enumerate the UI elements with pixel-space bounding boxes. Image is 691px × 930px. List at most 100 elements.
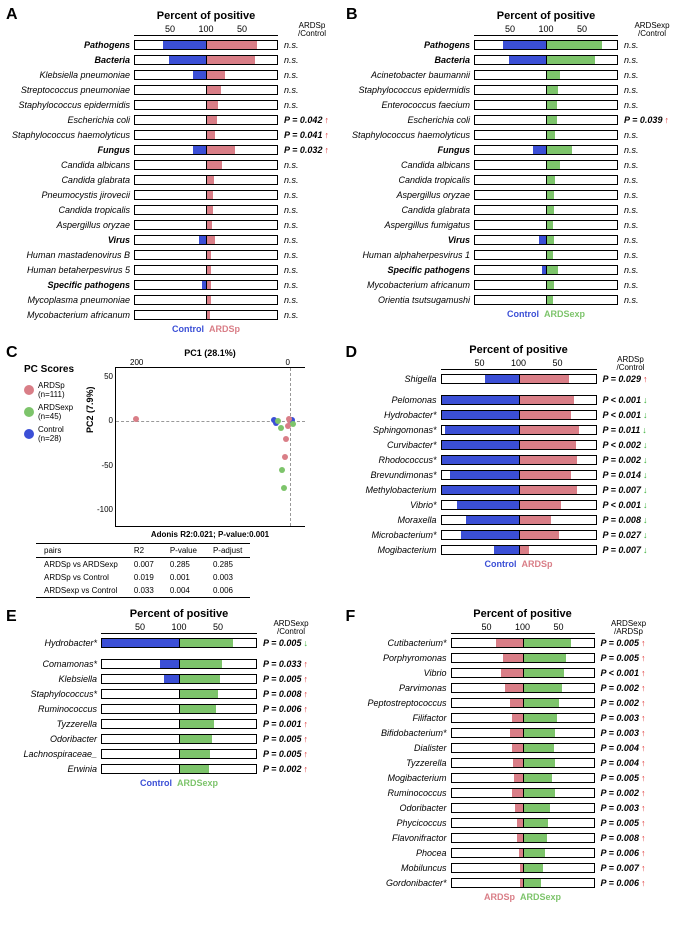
row-label: Staphylococcus haemolyticus xyxy=(346,130,474,140)
bar-row: Brevundimonas*P = 0.014↓ xyxy=(346,468,686,482)
row-label: Mycobacterium africanum xyxy=(6,310,134,320)
row-label: Shigella xyxy=(346,374,441,384)
pc-legend-item: ARDSp(n=111) xyxy=(24,381,89,399)
arrow-up-icon: ↑ xyxy=(303,749,308,759)
bar-row: MogibacteriumP = 0.007↓ xyxy=(346,543,686,557)
bar-row: Rhodococcus*P = 0.002↓ xyxy=(346,453,686,467)
bar-row: Specific pathogensn.s. xyxy=(346,263,686,277)
left-bar xyxy=(503,654,523,662)
row-label: Fungus xyxy=(346,145,474,155)
row-label: Virus xyxy=(346,235,474,245)
panel-label-f: F xyxy=(346,608,356,626)
p-value: n.s. xyxy=(278,280,346,290)
bar-row: Candida albicansn.s. xyxy=(6,158,346,172)
p-value: P = 0.005↑ xyxy=(257,674,325,684)
bar-row: Pathogensn.s. xyxy=(6,38,346,52)
row-label: Pathogens xyxy=(346,40,474,50)
right-bar xyxy=(547,101,557,109)
arrow-up-icon: ↑ xyxy=(641,803,646,813)
bar-row: PorphyromonasP = 0.005↑ xyxy=(346,651,686,665)
left-bar xyxy=(163,41,206,49)
row-label: Phycicoccus xyxy=(346,818,451,828)
bar-row: Human betaherpesvirus 5n.s. xyxy=(6,263,346,277)
right-bar xyxy=(547,221,553,229)
axis-title: Percent of positive xyxy=(134,10,278,22)
p-value: P = 0.004↑ xyxy=(595,743,663,753)
arrow-up-icon: ↑ xyxy=(664,115,669,125)
arrow-up-icon: ↑ xyxy=(303,704,308,714)
p-value: P = 0.005↑ xyxy=(257,749,325,759)
row-label: Odoribacter xyxy=(6,734,101,744)
right-bar xyxy=(207,191,213,199)
p-value: P = 0.005↑ xyxy=(595,818,663,828)
arrow-up-icon: ↑ xyxy=(303,689,308,699)
panel-legend: ARDSp ARDSexp xyxy=(451,892,595,902)
row-label: Pelomonas xyxy=(346,395,441,405)
row-label: Parvimonas xyxy=(346,683,451,693)
row-label: Aspergillus oryzae xyxy=(346,190,474,200)
bar-row: Staphylococcus haemolyticusn.s. xyxy=(346,128,686,142)
row-label: Vibrio xyxy=(346,668,451,678)
row-label: Pathogens xyxy=(6,40,134,50)
panel-d: DPercent of positive5010050ARDSp/Control… xyxy=(346,344,686,598)
row-label: Enterococcus faecium xyxy=(346,100,474,110)
p-value: P = 0.008↑ xyxy=(257,689,325,699)
row-label: Mobiluncus xyxy=(346,863,451,873)
left-bar xyxy=(169,56,206,64)
right-bar xyxy=(207,116,217,124)
row-label: Tyzzerella xyxy=(6,719,101,729)
axis-ticks: 5010050 xyxy=(441,358,597,370)
bar-row: FungusP = 0.032↑ xyxy=(6,143,346,157)
row-label: Acinetobacter baumannii xyxy=(346,70,474,80)
bar-row: Acinetobacter baumanniin.s. xyxy=(346,68,686,82)
bar-row: DialisterP = 0.004↑ xyxy=(346,741,686,755)
row-label: Mogibacterium xyxy=(346,545,441,555)
scatter-point xyxy=(279,467,285,473)
table-cell: 0.004 xyxy=(162,584,205,598)
bar-row: Candida tropicalisn.s. xyxy=(346,173,686,187)
row-label: Human alphaherpesvirus 1 xyxy=(346,250,474,260)
axis-ticks: 5010050 xyxy=(134,24,278,36)
row-label: Hydrobacter* xyxy=(346,410,441,420)
bar-row: Escherichia coliP = 0.039↑ xyxy=(346,113,686,127)
panel-b: BPercent of positive5010050ARDSexp/Contr… xyxy=(346,6,686,334)
bar-row: RuminococcusP = 0.006↑ xyxy=(6,702,346,716)
right-bar xyxy=(520,441,576,449)
row-label: Candida tropicalis xyxy=(346,175,474,185)
bar-row: Staphylococcus epidermidisn.s. xyxy=(346,83,686,97)
arrow-up-icon: ↑ xyxy=(303,674,308,684)
bar-row: Aspergillus oryzaen.s. xyxy=(6,218,346,232)
right-bar xyxy=(547,71,560,79)
p-value: P < 0.001↑ xyxy=(595,668,663,678)
row-label: Human mastadenovirus B xyxy=(6,250,134,260)
right-bar xyxy=(207,101,218,109)
row-label: Orientia tsutsugamushi xyxy=(346,295,474,305)
bar-row: Specific pathogensn.s. xyxy=(6,278,346,292)
right-bar xyxy=(207,161,222,169)
left-bar xyxy=(514,774,523,782)
row-label: Tyzzerella xyxy=(346,758,451,768)
y-tick: -100 xyxy=(97,505,113,514)
arrow-up-icon: ↑ xyxy=(641,638,646,648)
p-value: P = 0.004↑ xyxy=(595,758,663,768)
p-value: P = 0.041↑ xyxy=(278,130,346,140)
arrow-up-icon: ↑ xyxy=(641,758,646,768)
left-bar xyxy=(510,729,523,737)
legend-dot-icon xyxy=(24,429,34,439)
table-row: ARDSp vs ARDSexp0.0070.2850.285 xyxy=(36,558,250,572)
left-bar xyxy=(513,759,523,767)
p-value: P = 0.008↑ xyxy=(595,833,663,843)
p-value: P = 0.005↑ xyxy=(595,773,663,783)
arrow-up-icon: ↑ xyxy=(641,683,646,693)
right-bar xyxy=(207,311,210,319)
p-value: n.s. xyxy=(618,280,686,290)
table-header: pairs xyxy=(36,544,126,558)
arrow-up-icon: ↑ xyxy=(641,698,646,708)
right-bar xyxy=(207,146,235,154)
axis-ticks: 5010050 xyxy=(451,622,595,634)
bar-row: Hydrobacter*P = 0.005↓ xyxy=(6,636,346,650)
row-label: Candida albicans xyxy=(6,160,134,170)
p-value: P = 0.002↑ xyxy=(595,683,663,693)
panel-legend: Control ARDSp xyxy=(441,559,597,569)
panel-legend: Control ARDSp xyxy=(134,324,278,334)
